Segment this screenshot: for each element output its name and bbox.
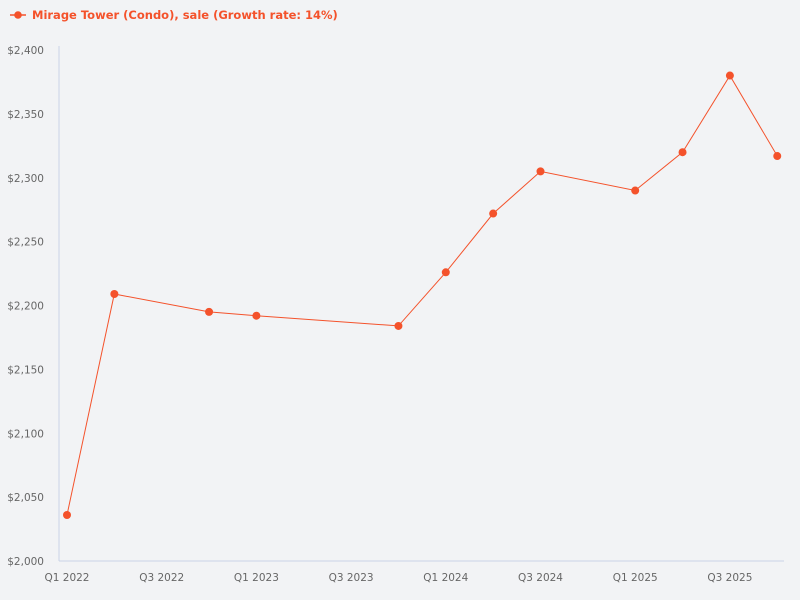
data-point[interactable] xyxy=(252,311,261,320)
x-tick-label: Q3 2022 xyxy=(139,572,184,584)
data-point[interactable] xyxy=(110,290,119,299)
y-tick-label: $2,250 xyxy=(7,237,44,249)
data-point[interactable] xyxy=(205,307,214,316)
legend-item[interactable]: Mirage Tower (Condo), sale (Growth rate:… xyxy=(10,8,338,22)
plot-area xyxy=(63,71,782,520)
y-tick-label: $2,100 xyxy=(7,428,44,440)
data-point[interactable] xyxy=(441,268,450,277)
y-tick-label: $2,000 xyxy=(7,556,44,568)
x-axis: Q1 2022 Q3 2022 Q1 2023 Q3 2023 Q1 2024 Q3 20… xyxy=(44,560,784,584)
y-tick-label: $2,050 xyxy=(7,492,44,504)
x-tick-label: Q1 2024 xyxy=(423,572,468,584)
y-tick-label: $2,400 xyxy=(7,45,44,57)
x-tick-label: Q1 2025 xyxy=(613,572,658,584)
x-tick-label: Q3 2024 xyxy=(518,572,563,584)
y-axis: $2,000 $2,050 $2,100 $2,150 $2,200 $2,250 $2,3… xyxy=(7,45,60,568)
x-tick-label: Q3 2025 xyxy=(707,572,752,584)
legend-label: Mirage Tower (Condo), sale (Growth rate:… xyxy=(32,8,338,22)
line-marker-icon xyxy=(10,11,26,19)
x-tick-label: Q1 2022 xyxy=(44,572,89,584)
data-point[interactable] xyxy=(63,511,71,520)
data-point[interactable] xyxy=(725,71,734,80)
x-tick-label: Q3 2023 xyxy=(329,572,374,584)
y-tick-label: $2,150 xyxy=(7,364,44,376)
series-line xyxy=(66,74,778,516)
data-point[interactable] xyxy=(536,167,545,176)
y-tick-label: $2,300 xyxy=(7,173,44,185)
data-point[interactable] xyxy=(489,209,498,218)
x-tick-label: Q1 2023 xyxy=(234,572,279,584)
y-tick-label: $2,350 xyxy=(7,109,44,121)
data-point[interactable] xyxy=(678,148,687,157)
y-tick-label: $2,200 xyxy=(7,301,44,313)
data-point[interactable] xyxy=(631,186,640,195)
data-point[interactable] xyxy=(394,321,403,330)
data-point[interactable] xyxy=(773,152,782,161)
